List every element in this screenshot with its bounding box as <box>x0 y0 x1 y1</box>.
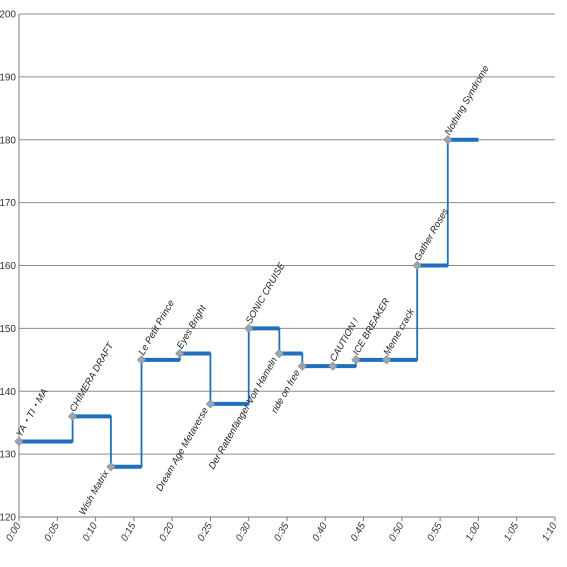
data-point-marker <box>443 135 453 145</box>
data-point-marker <box>274 348 284 359</box>
data-point-marker <box>67 411 78 422</box>
data-point-markers <box>14 135 453 472</box>
data-point-marker <box>244 323 254 333</box>
data-point-marker <box>205 399 216 409</box>
data-point-marker <box>328 361 338 371</box>
data-point-marker <box>14 436 24 447</box>
y-tick-label: 170 <box>0 198 16 209</box>
axes <box>18 14 556 521</box>
data-point-marker <box>175 348 185 359</box>
y-tick-label: 180 <box>0 135 16 146</box>
data-point-marker <box>381 355 392 365</box>
y-tick-label: 160 <box>0 261 16 272</box>
data-point-marker <box>297 361 307 371</box>
y-axis-tick-labels: 120 130 140 150 160 170 180 190 200 <box>0 10 16 524</box>
data-point-marker <box>351 355 361 365</box>
data-point-marker <box>136 355 147 365</box>
y-tick-label: 140 <box>0 387 16 398</box>
series-step-line <box>19 137 479 469</box>
grid-lines <box>19 13 555 455</box>
y-tick-label: 190 <box>0 72 16 83</box>
y-tick-label: 200 <box>0 10 16 21</box>
y-tick-label: 150 <box>0 324 16 335</box>
y-tick-label: 120 <box>0 513 16 524</box>
data-point-marker <box>106 462 116 472</box>
data-point-marker <box>412 260 422 271</box>
y-tick-label: 130 <box>0 450 16 461</box>
